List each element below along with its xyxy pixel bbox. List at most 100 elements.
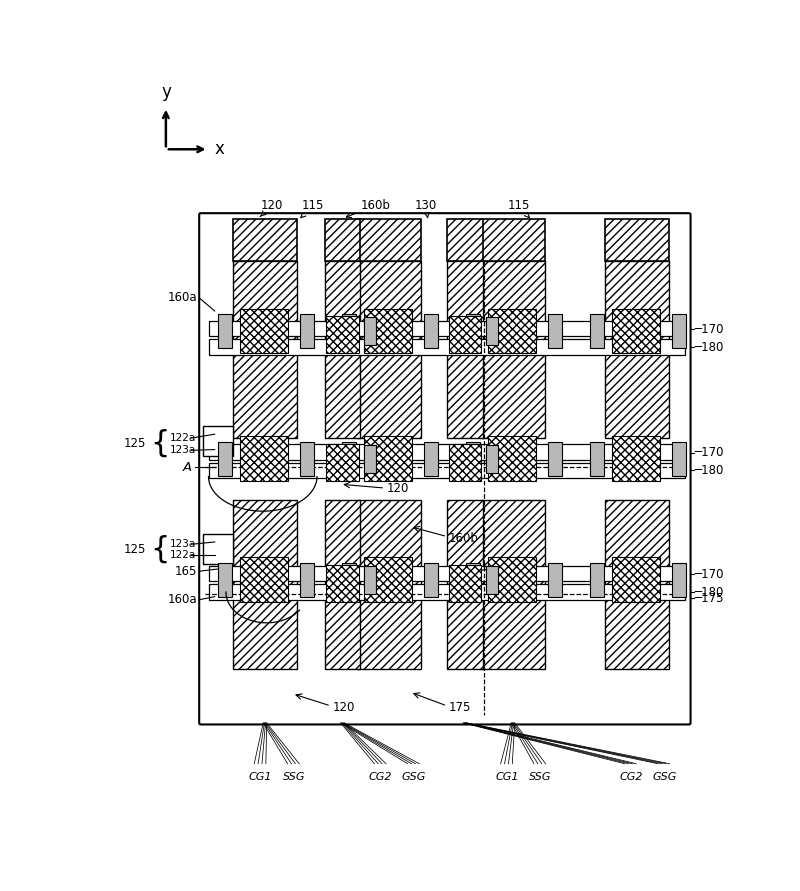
Text: ─170: ─170 <box>694 568 724 581</box>
Bar <box>218 442 232 476</box>
Bar <box>590 442 604 476</box>
Bar <box>239 437 287 481</box>
Text: ─180: ─180 <box>694 585 724 599</box>
Bar <box>611 308 659 354</box>
Bar <box>300 314 314 347</box>
Bar <box>209 462 685 478</box>
Text: 120: 120 <box>260 199 283 217</box>
Bar <box>325 261 360 438</box>
Bar <box>358 261 421 438</box>
Text: 115: 115 <box>301 199 324 217</box>
Text: CG2: CG2 <box>619 772 642 781</box>
Bar <box>424 563 438 597</box>
Text: 120: 120 <box>386 481 409 495</box>
Bar <box>234 261 297 438</box>
Bar <box>482 261 545 438</box>
Text: ─180: ─180 <box>694 464 724 477</box>
Bar <box>447 500 483 669</box>
Bar <box>239 308 287 354</box>
Bar <box>342 442 356 476</box>
Bar <box>548 563 562 597</box>
Bar <box>326 565 359 602</box>
Bar <box>486 317 498 345</box>
Text: CG1: CG1 <box>249 772 272 781</box>
Bar <box>447 261 483 438</box>
Bar <box>487 558 535 602</box>
Text: 175: 175 <box>449 701 471 714</box>
Text: x: x <box>214 140 225 159</box>
Bar <box>672 314 686 347</box>
Text: 130: 130 <box>414 199 437 217</box>
Bar <box>325 500 360 669</box>
Bar <box>342 563 356 597</box>
Text: CG2: CG2 <box>369 772 392 781</box>
Bar <box>482 218 545 261</box>
Text: SSG: SSG <box>282 772 305 781</box>
Bar <box>449 565 482 602</box>
Bar <box>466 442 480 476</box>
Bar <box>672 442 686 476</box>
Bar <box>482 500 545 669</box>
Text: 165: 165 <box>447 567 470 579</box>
Bar <box>234 218 297 261</box>
Text: 123a: 123a <box>170 446 196 455</box>
Text: 122a: 122a <box>170 433 196 443</box>
Bar <box>672 563 686 597</box>
FancyBboxPatch shape <box>199 213 690 724</box>
Bar <box>363 437 411 481</box>
Bar <box>363 308 411 354</box>
Text: GSG: GSG <box>652 772 676 781</box>
Bar <box>363 317 376 345</box>
Bar <box>239 558 287 602</box>
Text: 125: 125 <box>124 544 146 556</box>
Text: 125: 125 <box>124 437 146 450</box>
Text: A: A <box>182 461 191 474</box>
Bar <box>466 563 480 597</box>
Bar <box>606 218 669 261</box>
Bar <box>611 437 659 481</box>
Bar <box>300 442 314 476</box>
Bar <box>203 427 233 455</box>
Bar <box>486 566 498 593</box>
Bar <box>449 316 482 354</box>
Bar <box>424 442 438 476</box>
Bar <box>548 442 562 476</box>
Bar <box>590 563 604 597</box>
Text: GSG: GSG <box>402 772 426 781</box>
Bar <box>486 445 498 472</box>
Bar <box>218 314 232 347</box>
Bar <box>363 558 411 602</box>
Text: CG1: CG1 <box>495 772 518 781</box>
Bar <box>325 218 360 261</box>
Text: ─170: ─170 <box>694 323 724 336</box>
Bar <box>611 558 659 602</box>
Text: ─175: ─175 <box>694 592 724 605</box>
Bar <box>466 314 480 347</box>
Text: 165: 165 <box>174 565 197 577</box>
Bar <box>363 445 376 472</box>
Text: 122a: 122a <box>170 550 196 560</box>
Bar <box>449 445 482 481</box>
Text: {: { <box>150 535 170 564</box>
Bar <box>209 584 685 600</box>
Text: 123a: 123a <box>170 539 196 549</box>
Bar <box>606 500 669 669</box>
Bar <box>487 308 535 354</box>
Bar <box>358 500 421 669</box>
Text: 120: 120 <box>333 701 355 714</box>
Bar <box>209 566 685 581</box>
Text: 160b: 160b <box>449 532 478 544</box>
Text: y: y <box>161 83 171 101</box>
Bar <box>209 321 685 337</box>
Text: ─180: ─180 <box>694 340 724 354</box>
Bar <box>606 261 669 438</box>
Bar <box>326 445 359 481</box>
Text: ─170: ─170 <box>694 446 724 459</box>
Bar <box>218 563 232 597</box>
Text: {: { <box>150 429 170 458</box>
Bar <box>234 500 297 669</box>
Bar <box>209 339 685 355</box>
Bar <box>300 563 314 597</box>
Text: 160b: 160b <box>346 199 390 217</box>
Bar <box>447 218 483 261</box>
